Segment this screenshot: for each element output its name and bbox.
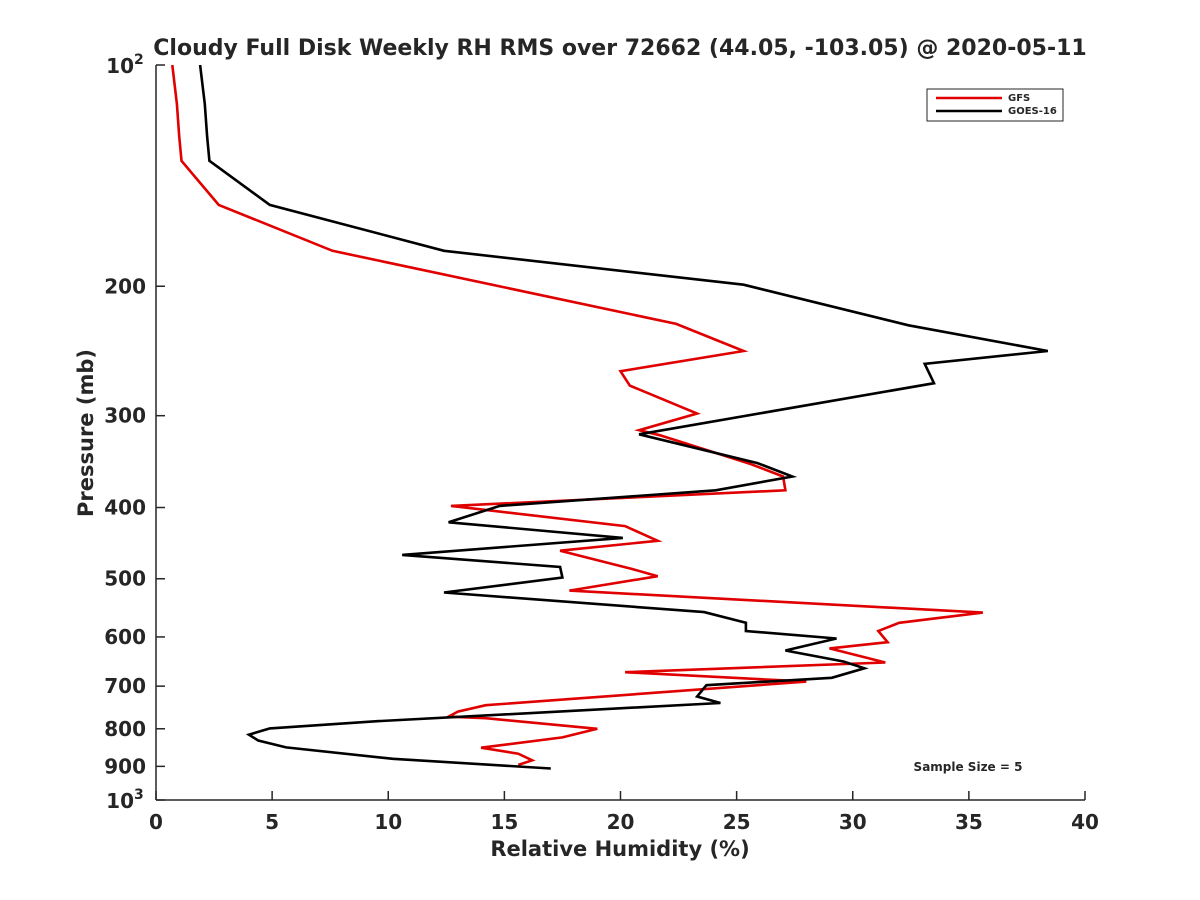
y-tick-label: 500 [104,567,146,591]
x-tick-label: 0 [149,810,163,834]
y-tick-exponent: 3 [134,787,144,803]
x-tick-label: 30 [839,810,867,834]
x-tick-label: 35 [955,810,983,834]
x-tick-label: 10 [374,810,402,834]
y-tick-label: 800 [104,717,146,741]
y-tick-label: 300 [104,404,146,428]
x-tick-label: 25 [723,810,751,834]
y-tick-label: 200 [104,274,146,298]
y-axis-label: Pressure (mb) [74,349,98,517]
x-axis-label: Relative Humidity (%) [490,837,749,861]
x-tick-label: 5 [265,810,279,834]
legend-label-goes16: GOES-16 [1008,106,1057,117]
legend-box [926,88,1064,122]
x-tick-label: 15 [490,810,518,834]
y-tick-label: 600 [104,625,146,649]
y-tick-label: 10 [106,789,134,813]
y-tick-exponent: 2 [134,52,144,68]
series-line-goes16 [198,64,1049,770]
sample-size-annotation: Sample Size = 5 [914,760,1023,774]
x-ticks: 0 5 10 15 20 25 30 35 40 [149,791,1099,834]
x-tick-label: 20 [607,810,635,834]
series-layer [171,64,1049,770]
y-tick-label: 400 [104,496,146,520]
plot-area [156,65,1085,800]
y-tick-label: 900 [104,754,146,778]
y-tick-label: 10 [106,54,134,78]
y-tick-label: 700 [104,674,146,698]
legend: GFS GOES-16 [926,88,1064,122]
chart-title: Cloudy Full Disk Weekly RH RMS over 7266… [153,36,1086,61]
x-tick-label: 40 [1071,810,1099,834]
legend-label-gfs: GFS [1008,93,1030,104]
